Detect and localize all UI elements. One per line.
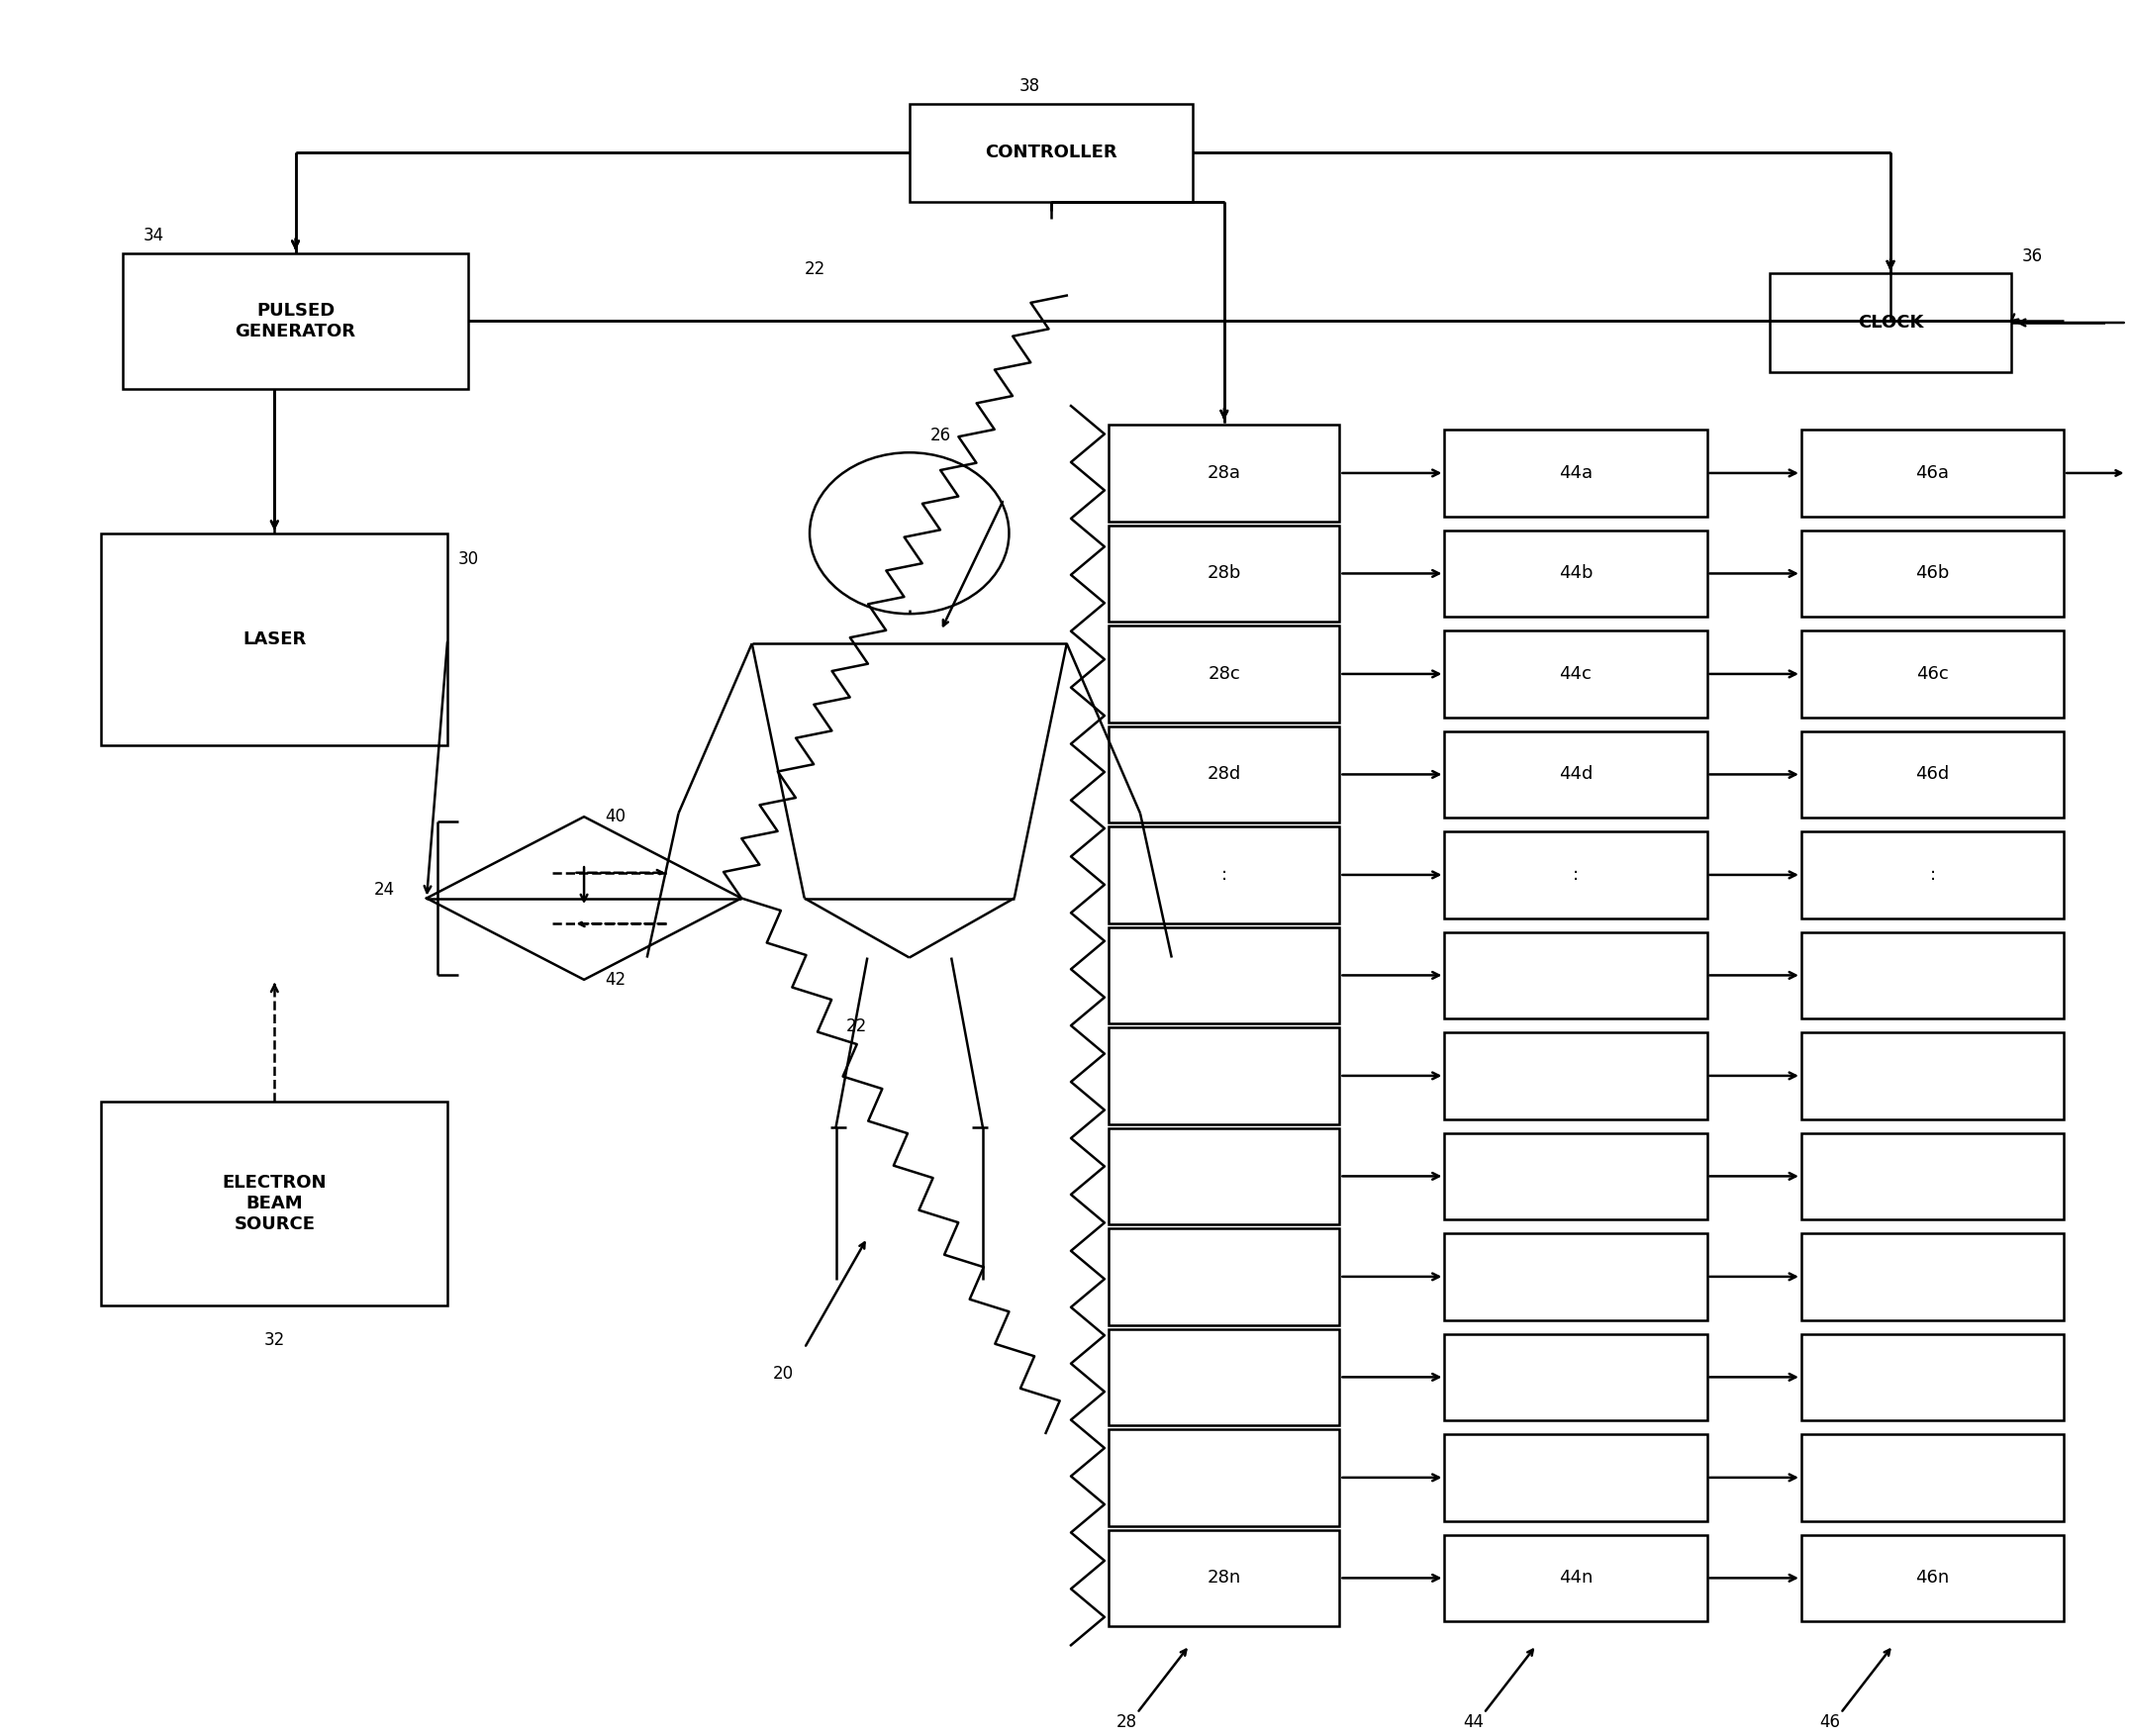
- Bar: [1801, 731, 2063, 818]
- Bar: [1109, 1328, 1339, 1425]
- Bar: [1443, 1434, 1707, 1521]
- Bar: [1801, 1134, 2063, 1219]
- Text: 24: 24: [375, 880, 396, 899]
- Bar: [1109, 526, 1339, 621]
- Text: 28d: 28d: [1207, 766, 1241, 783]
- Bar: [1109, 425, 1339, 521]
- Bar: [1769, 274, 2012, 372]
- Text: 28n: 28n: [1207, 1569, 1241, 1587]
- Text: 44a: 44a: [1558, 464, 1592, 483]
- Text: :: :: [1573, 866, 1580, 884]
- Bar: [1109, 1128, 1339, 1224]
- Text: CLOCK: CLOCK: [1859, 314, 1922, 332]
- Text: 46b: 46b: [1916, 564, 1950, 582]
- Text: 32: 32: [264, 1332, 285, 1349]
- Bar: [1443, 1234, 1707, 1319]
- Bar: [1443, 1134, 1707, 1219]
- Text: 40: 40: [605, 807, 626, 825]
- Bar: [1443, 731, 1707, 818]
- Text: 42: 42: [605, 970, 626, 990]
- Bar: [102, 1102, 447, 1305]
- Bar: [1801, 1434, 2063, 1521]
- Text: CONTROLLER: CONTROLLER: [986, 144, 1118, 161]
- Text: 22: 22: [847, 1017, 867, 1035]
- Text: 46: 46: [1820, 1713, 1842, 1731]
- Text: 34: 34: [143, 227, 164, 245]
- Bar: [909, 104, 1192, 201]
- Bar: [1443, 1333, 1707, 1420]
- Bar: [1801, 529, 2063, 616]
- Bar: [1801, 1234, 2063, 1319]
- Bar: [1443, 529, 1707, 616]
- Bar: [1109, 927, 1339, 1024]
- Text: 38: 38: [1020, 78, 1041, 95]
- Text: 30: 30: [458, 550, 479, 568]
- Text: ELECTRON
BEAM
SOURCE: ELECTRON BEAM SOURCE: [221, 1174, 326, 1233]
- Bar: [1443, 832, 1707, 918]
- Text: 44d: 44d: [1558, 766, 1592, 783]
- Bar: [1801, 1333, 2063, 1420]
- Text: 20: 20: [773, 1364, 794, 1384]
- Bar: [1109, 625, 1339, 722]
- Text: 44c: 44c: [1558, 665, 1592, 682]
- Text: 44: 44: [1463, 1713, 1484, 1731]
- Text: 26: 26: [930, 427, 952, 444]
- Text: :: :: [1929, 866, 1935, 884]
- Text: 22: 22: [805, 260, 826, 278]
- Bar: [1801, 1535, 2063, 1621]
- Text: 46n: 46n: [1916, 1569, 1950, 1587]
- Text: 46a: 46a: [1916, 464, 1950, 483]
- Bar: [121, 253, 468, 389]
- Text: 46c: 46c: [1916, 665, 1948, 682]
- Text: 46d: 46d: [1916, 766, 1950, 783]
- Bar: [1801, 1033, 2063, 1120]
- Text: 28b: 28b: [1207, 564, 1241, 582]
- Bar: [1801, 832, 2063, 918]
- Text: :: :: [1222, 866, 1226, 884]
- Bar: [1443, 1535, 1707, 1621]
- Text: 44n: 44n: [1558, 1569, 1592, 1587]
- Bar: [1443, 630, 1707, 717]
- Bar: [1109, 1028, 1339, 1123]
- Text: 28c: 28c: [1207, 665, 1241, 682]
- Text: 44b: 44b: [1558, 564, 1592, 582]
- Text: 28: 28: [1116, 1713, 1137, 1731]
- Bar: [1109, 1429, 1339, 1526]
- Text: 28a: 28a: [1207, 464, 1241, 483]
- Bar: [1443, 932, 1707, 1019]
- Bar: [102, 533, 447, 745]
- Bar: [1109, 726, 1339, 823]
- Text: LASER: LASER: [243, 630, 307, 648]
- Bar: [1443, 1033, 1707, 1120]
- Text: 36: 36: [2023, 247, 2042, 266]
- Bar: [1443, 431, 1707, 516]
- Bar: [1801, 431, 2063, 516]
- Bar: [1109, 1529, 1339, 1627]
- Bar: [1109, 826, 1339, 924]
- Bar: [1801, 932, 2063, 1019]
- Bar: [1109, 1229, 1339, 1325]
- Bar: [1801, 630, 2063, 717]
- Text: PULSED
GENERATOR: PULSED GENERATOR: [234, 302, 356, 340]
